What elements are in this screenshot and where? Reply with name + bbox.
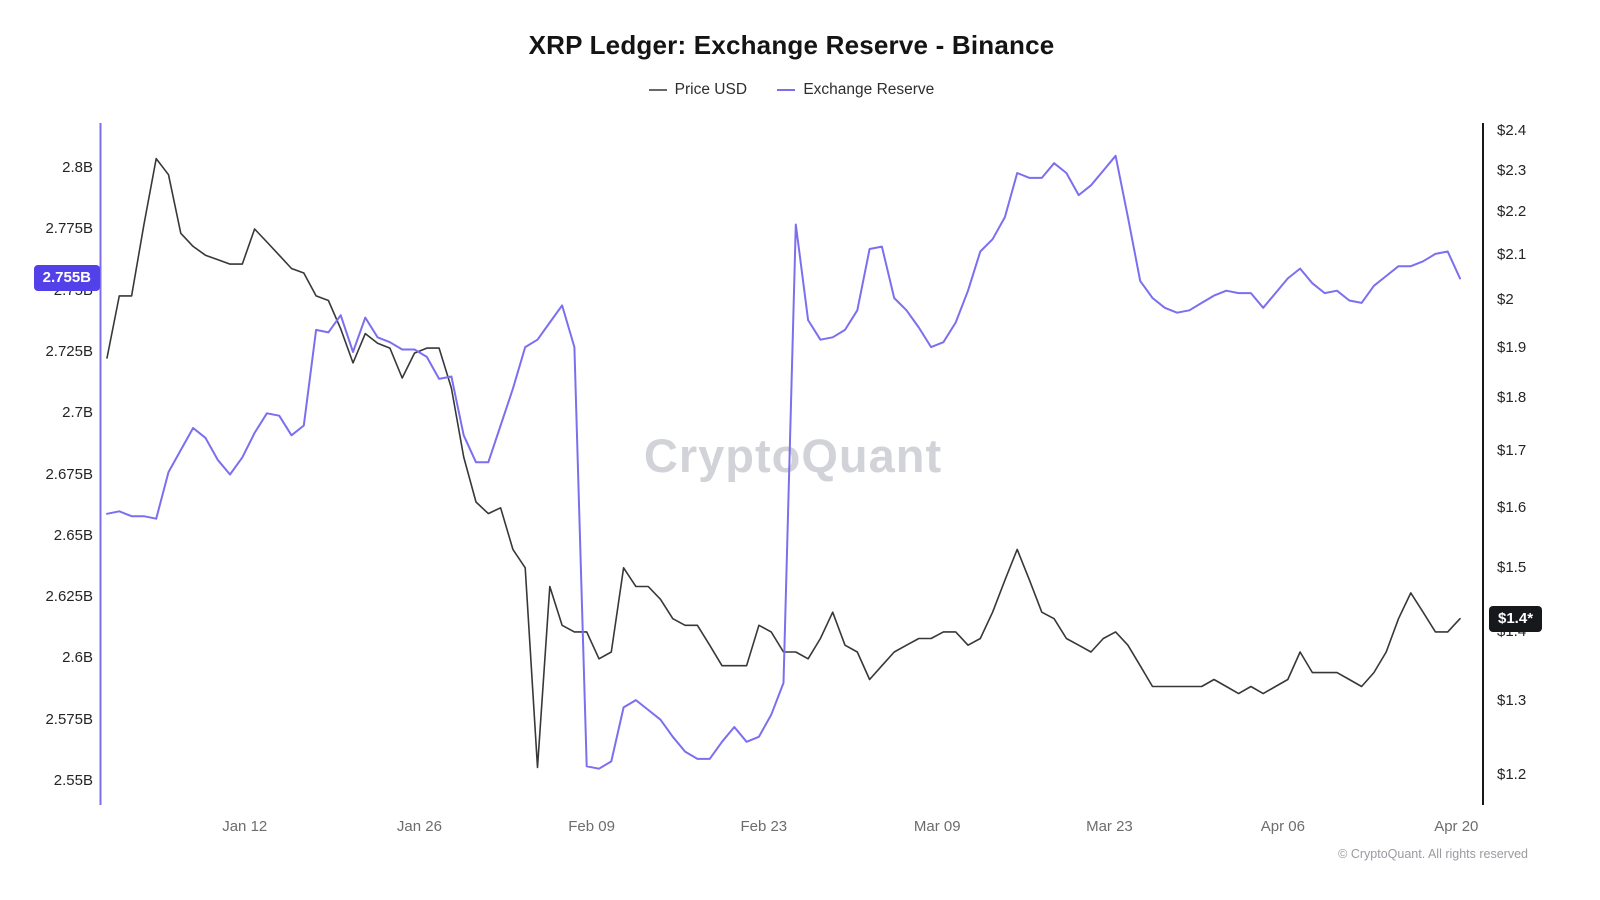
legend: Price USD Exchange Reserve bbox=[0, 78, 1583, 99]
price-line-marker-icon bbox=[648, 89, 667, 91]
legend-label-exchange-reserve: Exchange Reserve bbox=[803, 81, 935, 98]
reserve-line-marker-icon bbox=[777, 89, 796, 91]
legend-item-price-usd[interactable]: Price USD bbox=[648, 81, 748, 99]
chart-title: XRP Ledger: Exchange Reserve - Binance bbox=[528, 30, 1055, 60]
reserve-last-value-badge: 2.755B bbox=[33, 265, 100, 292]
legend-item-exchange-reserve[interactable]: Exchange Reserve bbox=[777, 81, 934, 99]
price-last-value-badge: $1.4* bbox=[1489, 605, 1543, 632]
copyright-text: © CryptoQuant. All rights reserved bbox=[1338, 847, 1528, 861]
cryptoquant-watermark: CryptoQuant bbox=[643, 429, 943, 482]
legend-label-price-usd: Price USD bbox=[674, 81, 748, 98]
exchange-reserve-line bbox=[106, 154, 1461, 770]
